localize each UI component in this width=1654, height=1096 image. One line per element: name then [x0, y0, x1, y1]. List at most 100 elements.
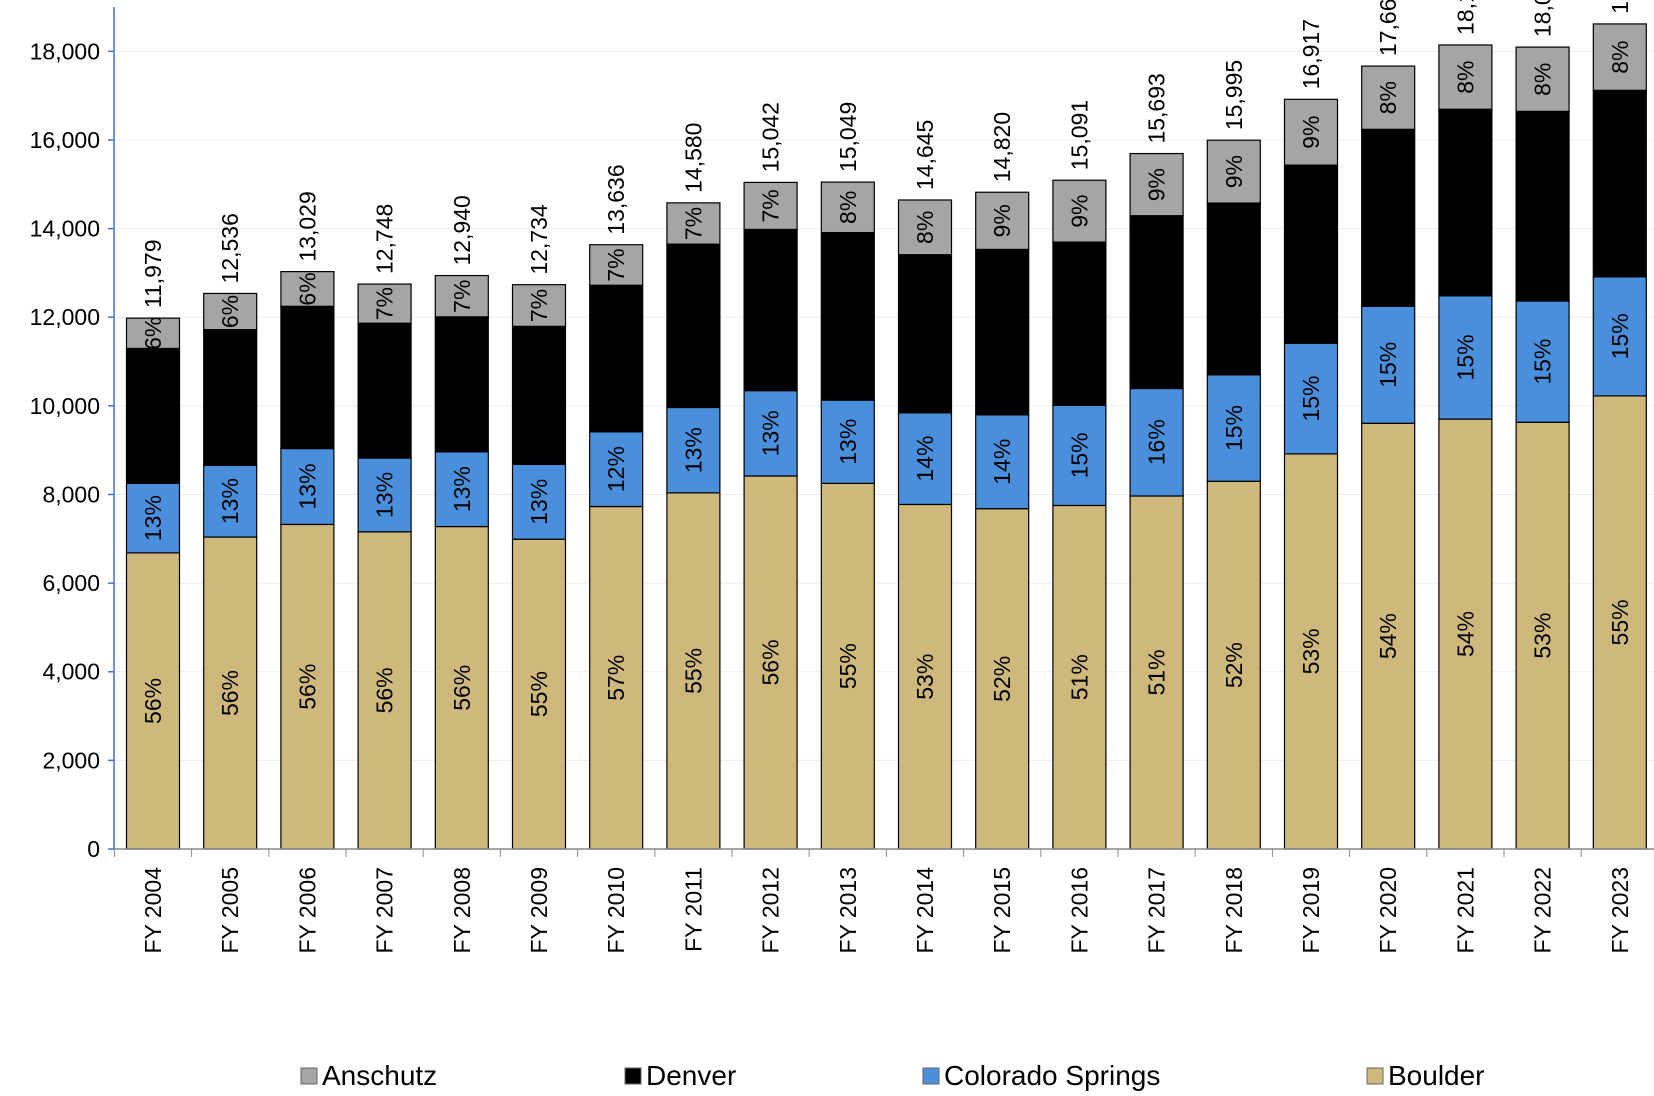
bar-segment	[743, 228, 798, 392]
bar-segment	[1438, 44, 1493, 110]
x-tick-label: FY 2011	[680, 867, 706, 952]
bar-segment	[666, 202, 721, 245]
bar-segment	[1129, 152, 1184, 217]
share-label: 13%	[526, 479, 552, 525]
bar-segment	[1206, 202, 1261, 376]
bar-segment	[1129, 387, 1184, 497]
bar-segment	[1052, 504, 1107, 850]
share-label: 15%	[1452, 334, 1478, 380]
bar-segment	[897, 412, 953, 506]
bar-segment	[1361, 65, 1416, 130]
bar-segment	[1515, 46, 1570, 112]
legend-label: Denver	[646, 1060, 736, 1091]
share-label: 13%	[294, 463, 320, 509]
share-label: 25%	[680, 303, 706, 349]
bar-segment	[1592, 23, 1647, 91]
x-tick-label: FY 2014	[912, 867, 938, 954]
bar-segment	[1283, 98, 1339, 166]
share-label: 25%	[989, 309, 1015, 355]
legend-swatch	[1366, 1067, 1384, 1085]
bar-segment	[589, 431, 644, 508]
share-label: 7%	[758, 189, 784, 222]
share-label: 23%	[1530, 183, 1556, 229]
bar-segment	[1592, 276, 1647, 397]
legend-label: Boulder	[1388, 1060, 1485, 1091]
bar-segment	[357, 457, 412, 533]
share-label: 7%	[680, 207, 706, 240]
bar-segment	[357, 283, 412, 324]
y-tick-label: 4,000	[42, 659, 100, 685]
share-label: 13%	[680, 427, 706, 473]
bar-segment	[897, 199, 953, 256]
bar-segment	[280, 523, 335, 850]
share-label: 25%	[1144, 279, 1170, 325]
share-label: 57%	[603, 655, 629, 701]
share-label: 56%	[449, 665, 475, 711]
bar-segment	[203, 536, 258, 850]
bar-segment	[434, 525, 489, 850]
share-label: 24%	[1298, 231, 1324, 277]
y-tick-label: 6,000	[42, 570, 100, 596]
total-label: 15,693	[1144, 73, 1170, 143]
bar-segment	[743, 390, 798, 477]
total-label: 15,049	[835, 102, 861, 172]
x-tick-label: FY 2006	[294, 867, 320, 954]
share-label: 24%	[912, 311, 938, 357]
total-label: 15,995	[1221, 60, 1247, 130]
x-tick-label: FY 2015	[989, 867, 1015, 954]
bar-segment	[511, 463, 567, 540]
share-label: 23%	[449, 361, 475, 407]
share-label: 14%	[989, 439, 1015, 485]
share-label: 9%	[1144, 168, 1170, 201]
bar-segment	[1052, 241, 1107, 406]
bar-segment	[511, 325, 567, 465]
share-label: 13%	[372, 472, 398, 518]
total-label: 12,734	[526, 204, 552, 275]
y-tick-label: 16,000	[30, 127, 100, 153]
x-tick-label: FY 2009	[526, 867, 552, 954]
total-label: 12,748	[372, 204, 398, 274]
share-label: 15%	[1607, 313, 1633, 359]
x-tick-label: FY 2023	[1607, 867, 1633, 954]
share-label: 25%	[835, 293, 861, 339]
bar-segment	[820, 482, 875, 850]
y-tick-label: 0	[87, 836, 100, 862]
legend-label: Anschutz	[322, 1060, 437, 1091]
share-label: 52%	[989, 656, 1015, 702]
bar-segment	[357, 531, 412, 850]
bar-segment	[666, 492, 721, 850]
share-label: 51%	[1066, 654, 1092, 700]
total-label: 13,636	[603, 164, 629, 234]
share-label: 56%	[758, 639, 784, 685]
share-label: 56%	[217, 670, 243, 716]
share-label: 51%	[1144, 649, 1170, 695]
bar-segment	[203, 464, 258, 538]
share-label: 8%	[912, 211, 938, 244]
share-label: 6%	[140, 317, 166, 350]
legend-label: Colorado Springs	[944, 1060, 1160, 1091]
share-label: 55%	[835, 643, 861, 689]
bar-segment	[897, 503, 953, 850]
share-label: 7%	[449, 280, 475, 313]
legend-swatch	[300, 1067, 318, 1085]
bar-segment	[1361, 128, 1416, 307]
share-label: 9%	[989, 204, 1015, 237]
share-label: 53%	[1298, 628, 1324, 674]
x-tick-label: FY 2022	[1530, 867, 1556, 954]
share-label: 24%	[294, 354, 320, 400]
share-label: 9%	[1221, 155, 1247, 188]
bar-segment	[1283, 453, 1339, 850]
total-label: 13,029	[294, 191, 320, 261]
share-label: 8%	[1607, 40, 1633, 73]
share-label: 24%	[1221, 266, 1247, 312]
share-label: 53%	[912, 654, 938, 700]
share-label: 54%	[1452, 611, 1478, 657]
total-label: 18,143	[1452, 0, 1478, 35]
share-label: 56%	[294, 664, 320, 710]
x-tick-label: FY 2017	[1144, 867, 1170, 954]
y-tick-label: 18,000	[30, 38, 100, 64]
total-label: 16,917	[1298, 19, 1324, 89]
total-label: 14,820	[989, 112, 1015, 182]
share-label: 55%	[680, 648, 706, 694]
